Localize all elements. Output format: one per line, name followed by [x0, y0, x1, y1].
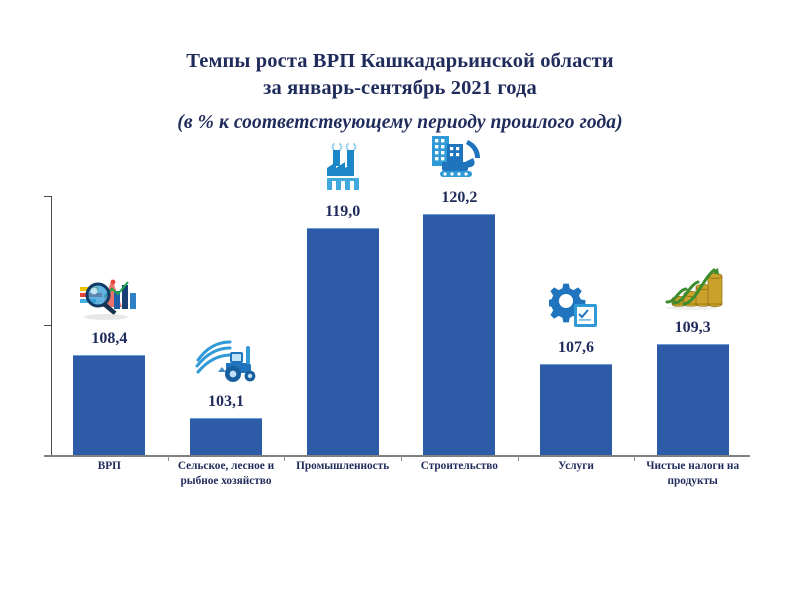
- bar[interactable]: [656, 343, 729, 455]
- category-separator-tick: [634, 455, 636, 461]
- bar-value-label: 109,3: [674, 318, 711, 336]
- tractor-icon: [168, 322, 285, 384]
- coins-growth-icon: [634, 248, 751, 310]
- bar-value-label: 107,6: [557, 339, 594, 357]
- analytics-magnifier-icon: [51, 259, 168, 321]
- bar[interactable]: [539, 364, 612, 455]
- bar-column[interactable]: 103,1: [168, 192, 285, 455]
- page-subtitle: (в % к соответствующему периоду прошлого…: [177, 112, 623, 133]
- category-label: Промышленность: [296, 460, 390, 472]
- category-separator-tick: [167, 455, 169, 461]
- category-separator-tick: [284, 455, 286, 461]
- bar-value-label: 119,0: [325, 202, 361, 220]
- page-title: Темпы роста ВРП Кашкадарьинской области: [186, 50, 614, 72]
- x-axis-line: [44, 455, 750, 457]
- construction-crane-icon: [432, 135, 481, 177]
- analytics-magnifier-icon: [80, 278, 137, 320]
- bar-value-label: 120,2: [441, 188, 478, 206]
- factory-icon: [326, 142, 359, 190]
- tractor-icon: [195, 340, 256, 382]
- gear-checklist-icon: [518, 268, 635, 330]
- gear-checklist-icon: [548, 283, 597, 328]
- category-separator-tick: [517, 455, 519, 461]
- bar-column[interactable]: 109,3: [634, 192, 751, 455]
- bar-column[interactable]: 108,4: [51, 192, 168, 455]
- bar-column[interactable]: 120,2: [401, 135, 518, 455]
- page-title-line2: за январь-сентябрь 2021 года: [263, 77, 537, 99]
- bar-chart: 108,4 103,1: [44, 135, 751, 458]
- bar-value-label: 108,4: [91, 329, 128, 347]
- category-label: Строительство: [420, 460, 498, 472]
- bar[interactable]: [73, 354, 146, 455]
- y-axis-tick: [44, 325, 52, 326]
- coins-growth-icon: [665, 267, 723, 310]
- y-axis-tick: [44, 196, 52, 197]
- category-label: Чистые налоги на продукты: [646, 460, 740, 487]
- bar-value-label: 103,1: [207, 392, 244, 410]
- bar-column[interactable]: 107,6: [518, 192, 635, 455]
- category-axis-labels: ВРП Сельское, лесное и рыбное хозяйство Пр…: [51, 455, 751, 519]
- category-label: ВРП: [97, 460, 121, 472]
- category-label: Услуги: [558, 460, 594, 472]
- bar-column[interactable]: 119,0: [284, 142, 401, 455]
- bar[interactable]: [306, 227, 379, 455]
- bar[interactable]: [189, 417, 262, 455]
- plot-area: 108,4 103,1: [51, 135, 751, 455]
- construction-crane-icon: [401, 118, 518, 180]
- factory-icon: [284, 132, 401, 194]
- chart-title-block: Темпы роста ВРП Кашкадарьинской области …: [0, 48, 800, 138]
- bar[interactable]: [423, 213, 496, 455]
- category-label: Сельское, лесное и рыбное хозяйство: [177, 460, 275, 487]
- category-separator-tick: [401, 455, 402, 461]
